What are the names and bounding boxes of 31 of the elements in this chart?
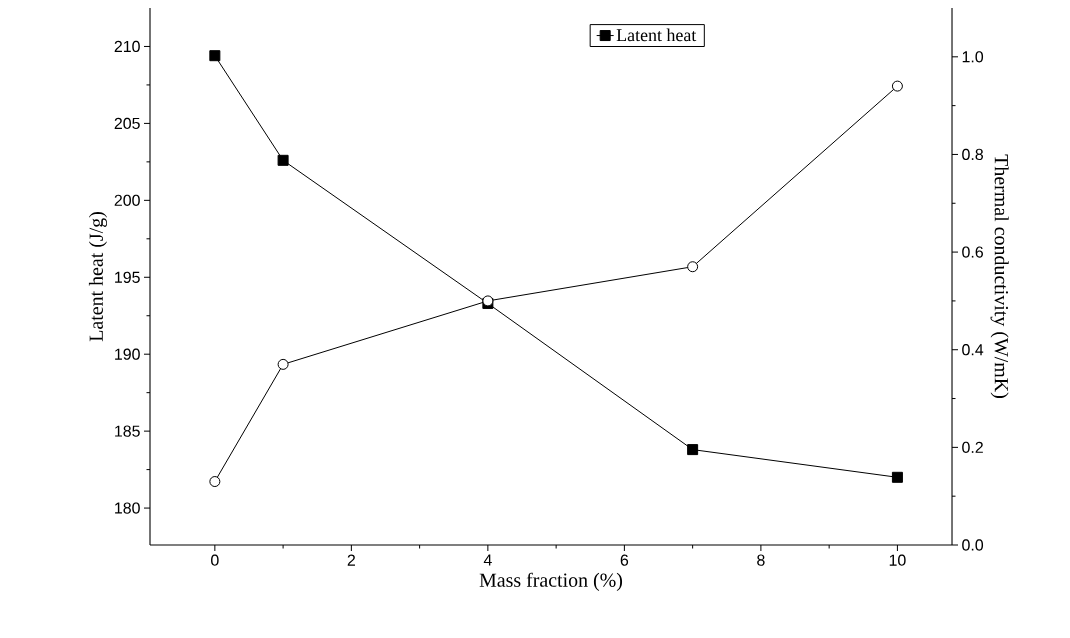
y-tick-label: 185 bbox=[115, 425, 140, 437]
point bbox=[209, 50, 221, 62]
point bbox=[277, 154, 289, 166]
y2-tick-label: 0.6 bbox=[962, 246, 983, 258]
y-tick-label: 205 bbox=[114, 117, 140, 130]
point bbox=[687, 261, 699, 273]
y-tick-label: 195 bbox=[115, 271, 140, 283]
y-axis-title: Latent heat (J/g) bbox=[88, 212, 108, 342]
y2-tick-label: 0.0 bbox=[962, 539, 984, 551]
legend-label: Latent heat bbox=[616, 28, 697, 42]
x-tick-label: 2 bbox=[347, 554, 355, 566]
point bbox=[891, 471, 903, 483]
point bbox=[687, 444, 699, 456]
x-tick-label: 6 bbox=[620, 554, 629, 566]
y-tick-label: 180 bbox=[115, 502, 140, 514]
point bbox=[277, 358, 289, 370]
x-axis-title: Mass fraction (%) bbox=[479, 572, 623, 591]
y2-tick-label: 1.0 bbox=[962, 51, 984, 63]
y-tick-label: 200 bbox=[114, 194, 140, 206]
y2-axis-title: Thermal conductivity (W/mK) bbox=[990, 154, 1009, 398]
y2-tick-label: 0.8 bbox=[962, 148, 983, 161]
y2-tick-label: 0.2 bbox=[962, 441, 983, 454]
point bbox=[891, 80, 903, 92]
x-tick-label: 10 bbox=[889, 554, 906, 566]
x-tick-label: 0 bbox=[211, 554, 219, 566]
x-tick-label: 8 bbox=[757, 554, 765, 566]
x-tick-label: 4 bbox=[483, 554, 492, 566]
y-tick-label: 190 bbox=[115, 348, 140, 360]
y-tick-label: 210 bbox=[114, 40, 140, 53]
y2-tick-label: 0.4 bbox=[962, 344, 984, 356]
point bbox=[209, 476, 221, 488]
